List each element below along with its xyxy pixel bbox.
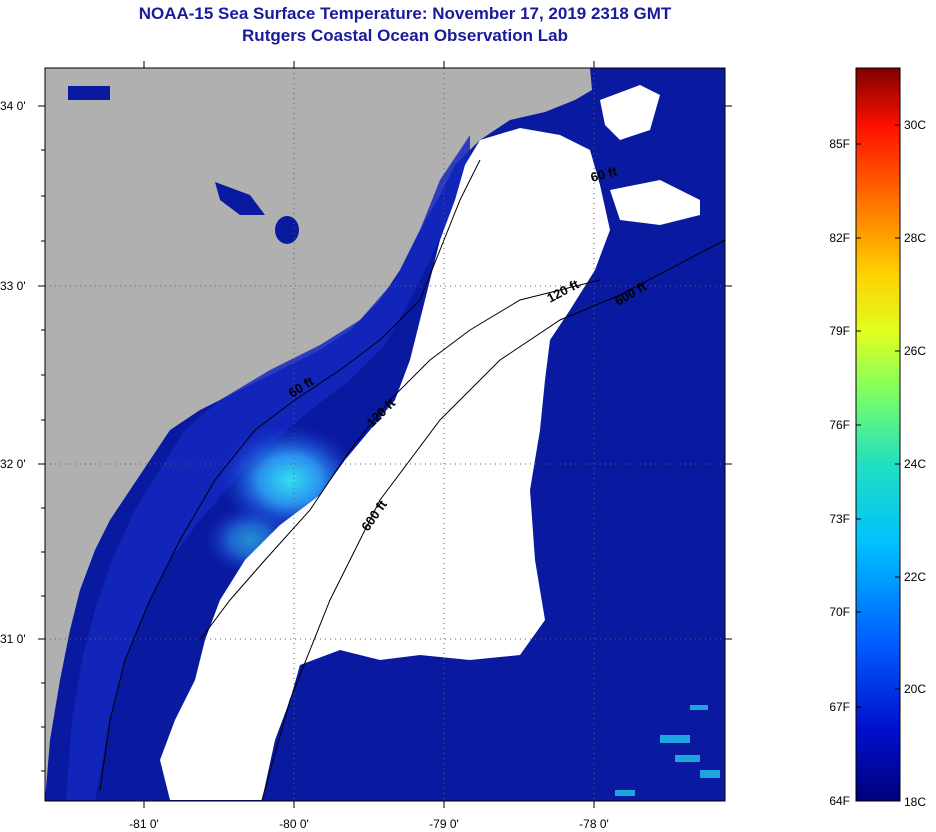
colorbar-c-24: 24C <box>904 457 926 471</box>
colorbar-ticks <box>856 124 900 708</box>
colorbar-f-70: 70F <box>829 605 850 619</box>
colorbar-f-82: 82F <box>829 231 850 245</box>
colorbar-f-85: 85F <box>829 137 850 151</box>
colorbar-c-22: 22C <box>904 570 926 584</box>
colorbar-c-28: 28C <box>904 231 926 245</box>
colorbar-f-64: 64F <box>829 794 850 808</box>
colorbar-f-67: 67F <box>829 700 850 714</box>
contour-120ft-line <box>199 279 601 641</box>
map-title: NOAA-15 Sea Surface Temperature: Novembe… <box>138 4 672 23</box>
contour-60ft-line <box>99 159 481 791</box>
lat-label-34: 34 0' <box>0 99 26 113</box>
colorbar-c-30: 30C <box>904 118 926 132</box>
map-subtitle: Rutgers Coastal Ocean Observation Lab <box>242 26 568 45</box>
colorbar <box>855 67 901 802</box>
graticule <box>45 68 725 801</box>
colorbar-c-20: 20C <box>904 682 926 696</box>
map-panel <box>45 68 725 801</box>
lon-label-80: -80 0' <box>279 817 309 831</box>
land-area <box>45 68 592 800</box>
contour-600ft-line <box>261 239 725 801</box>
colorbar-f-76: 76F <box>829 418 850 432</box>
map-frame <box>44 67 726 802</box>
colorbar-c-18: 18C <box>904 795 926 809</box>
lat-label-31: 31 0' <box>0 632 26 646</box>
contour-label-60ft-north: 60 ft <box>589 163 619 185</box>
colorbar-c-26: 26C <box>904 344 926 358</box>
lat-label-32: 32 0' <box>0 457 26 471</box>
colorbar-f-73: 73F <box>829 512 850 526</box>
nearshore-band <box>66 135 470 800</box>
lat-label-33: 33 0' <box>0 279 26 293</box>
axis-ticks <box>38 61 732 808</box>
colorbar-f-79: 79F <box>829 324 850 338</box>
lon-label-78: -78 0' <box>579 817 609 831</box>
lon-label-79: -79 0' <box>429 817 459 831</box>
lon-label-81: -81 0' <box>129 817 159 831</box>
